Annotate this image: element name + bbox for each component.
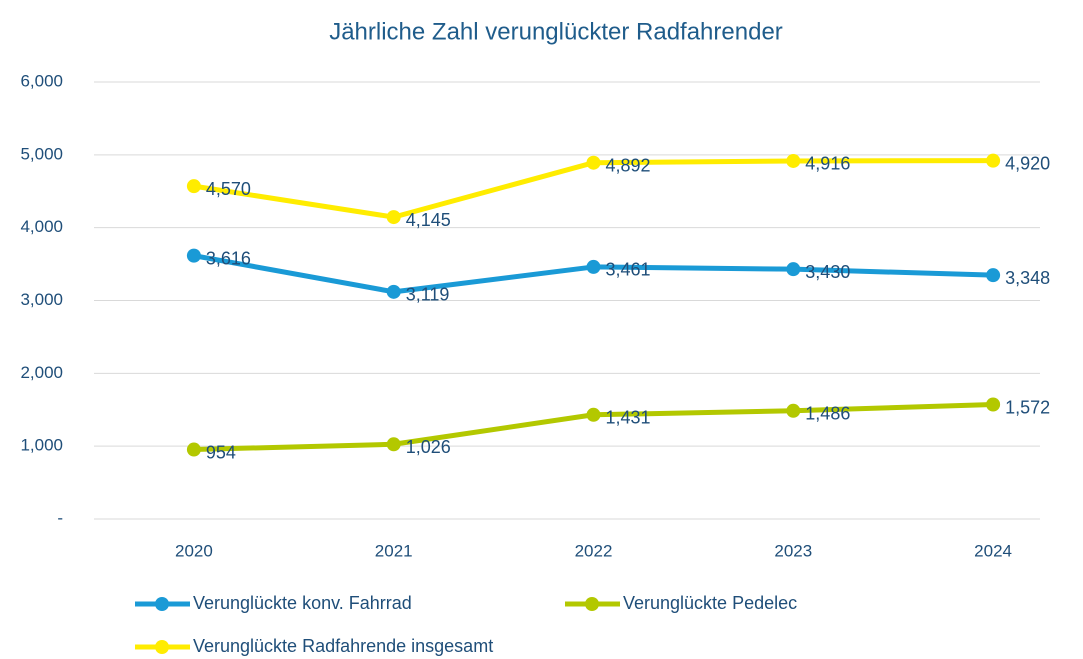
data-label: 1,572	[1005, 397, 1050, 417]
x-tick-label: 2022	[575, 541, 613, 560]
point	[586, 407, 601, 422]
data-label: 3,348	[1005, 268, 1050, 288]
point	[786, 153, 801, 168]
data-label: 1,431	[606, 408, 651, 428]
y-tick-label: 3,000	[20, 290, 63, 309]
y-tick-label: -	[57, 508, 63, 527]
legend-marker	[155, 597, 169, 611]
data-label: 3,616	[206, 248, 251, 268]
data-label: 1,486	[805, 404, 850, 424]
data-label: 4,570	[206, 179, 251, 199]
point	[386, 210, 401, 225]
y-tick-label: 6,000	[20, 71, 63, 90]
y-tick-label: 2,000	[20, 363, 63, 382]
point	[386, 437, 401, 452]
data-label: 3,461	[606, 260, 651, 280]
point	[186, 179, 201, 194]
point	[586, 155, 601, 170]
legend-marker	[585, 597, 599, 611]
point	[986, 397, 1001, 412]
point	[986, 268, 1001, 283]
y-tick-label: 5,000	[20, 144, 63, 163]
point	[186, 442, 201, 457]
legend-label: Verunglückte konv. Fahrrad	[193, 593, 412, 613]
y-tick-label: 4,000	[20, 217, 63, 236]
data-label: 954	[206, 442, 236, 462]
legend-marker	[155, 640, 169, 654]
x-tick-label: 2023	[774, 541, 812, 560]
point	[186, 248, 201, 263]
data-label: 1,026	[406, 437, 451, 457]
data-label: 4,916	[805, 154, 850, 174]
x-tick-label: 2024	[974, 541, 1012, 560]
x-tick-label: 2021	[375, 541, 413, 560]
y-tick-label: 1,000	[20, 436, 63, 455]
x-tick-label: 2020	[175, 541, 213, 560]
legend-label: Verunglückte Radfahrende insgesamt	[193, 636, 493, 656]
data-label: 4,892	[606, 155, 651, 175]
point	[986, 153, 1001, 168]
point	[786, 403, 801, 418]
data-label: 4,920	[1005, 153, 1050, 173]
point	[586, 259, 601, 274]
data-label: 3,119	[406, 285, 450, 305]
data-label: 3,430	[805, 262, 850, 282]
chart-title: Jährliche Zahl verunglückter Radfahrende…	[329, 18, 783, 45]
point	[786, 262, 801, 277]
data-label: 4,145	[406, 210, 451, 230]
point	[386, 284, 401, 299]
legend-label: Verunglückte Pedelec	[623, 593, 797, 613]
